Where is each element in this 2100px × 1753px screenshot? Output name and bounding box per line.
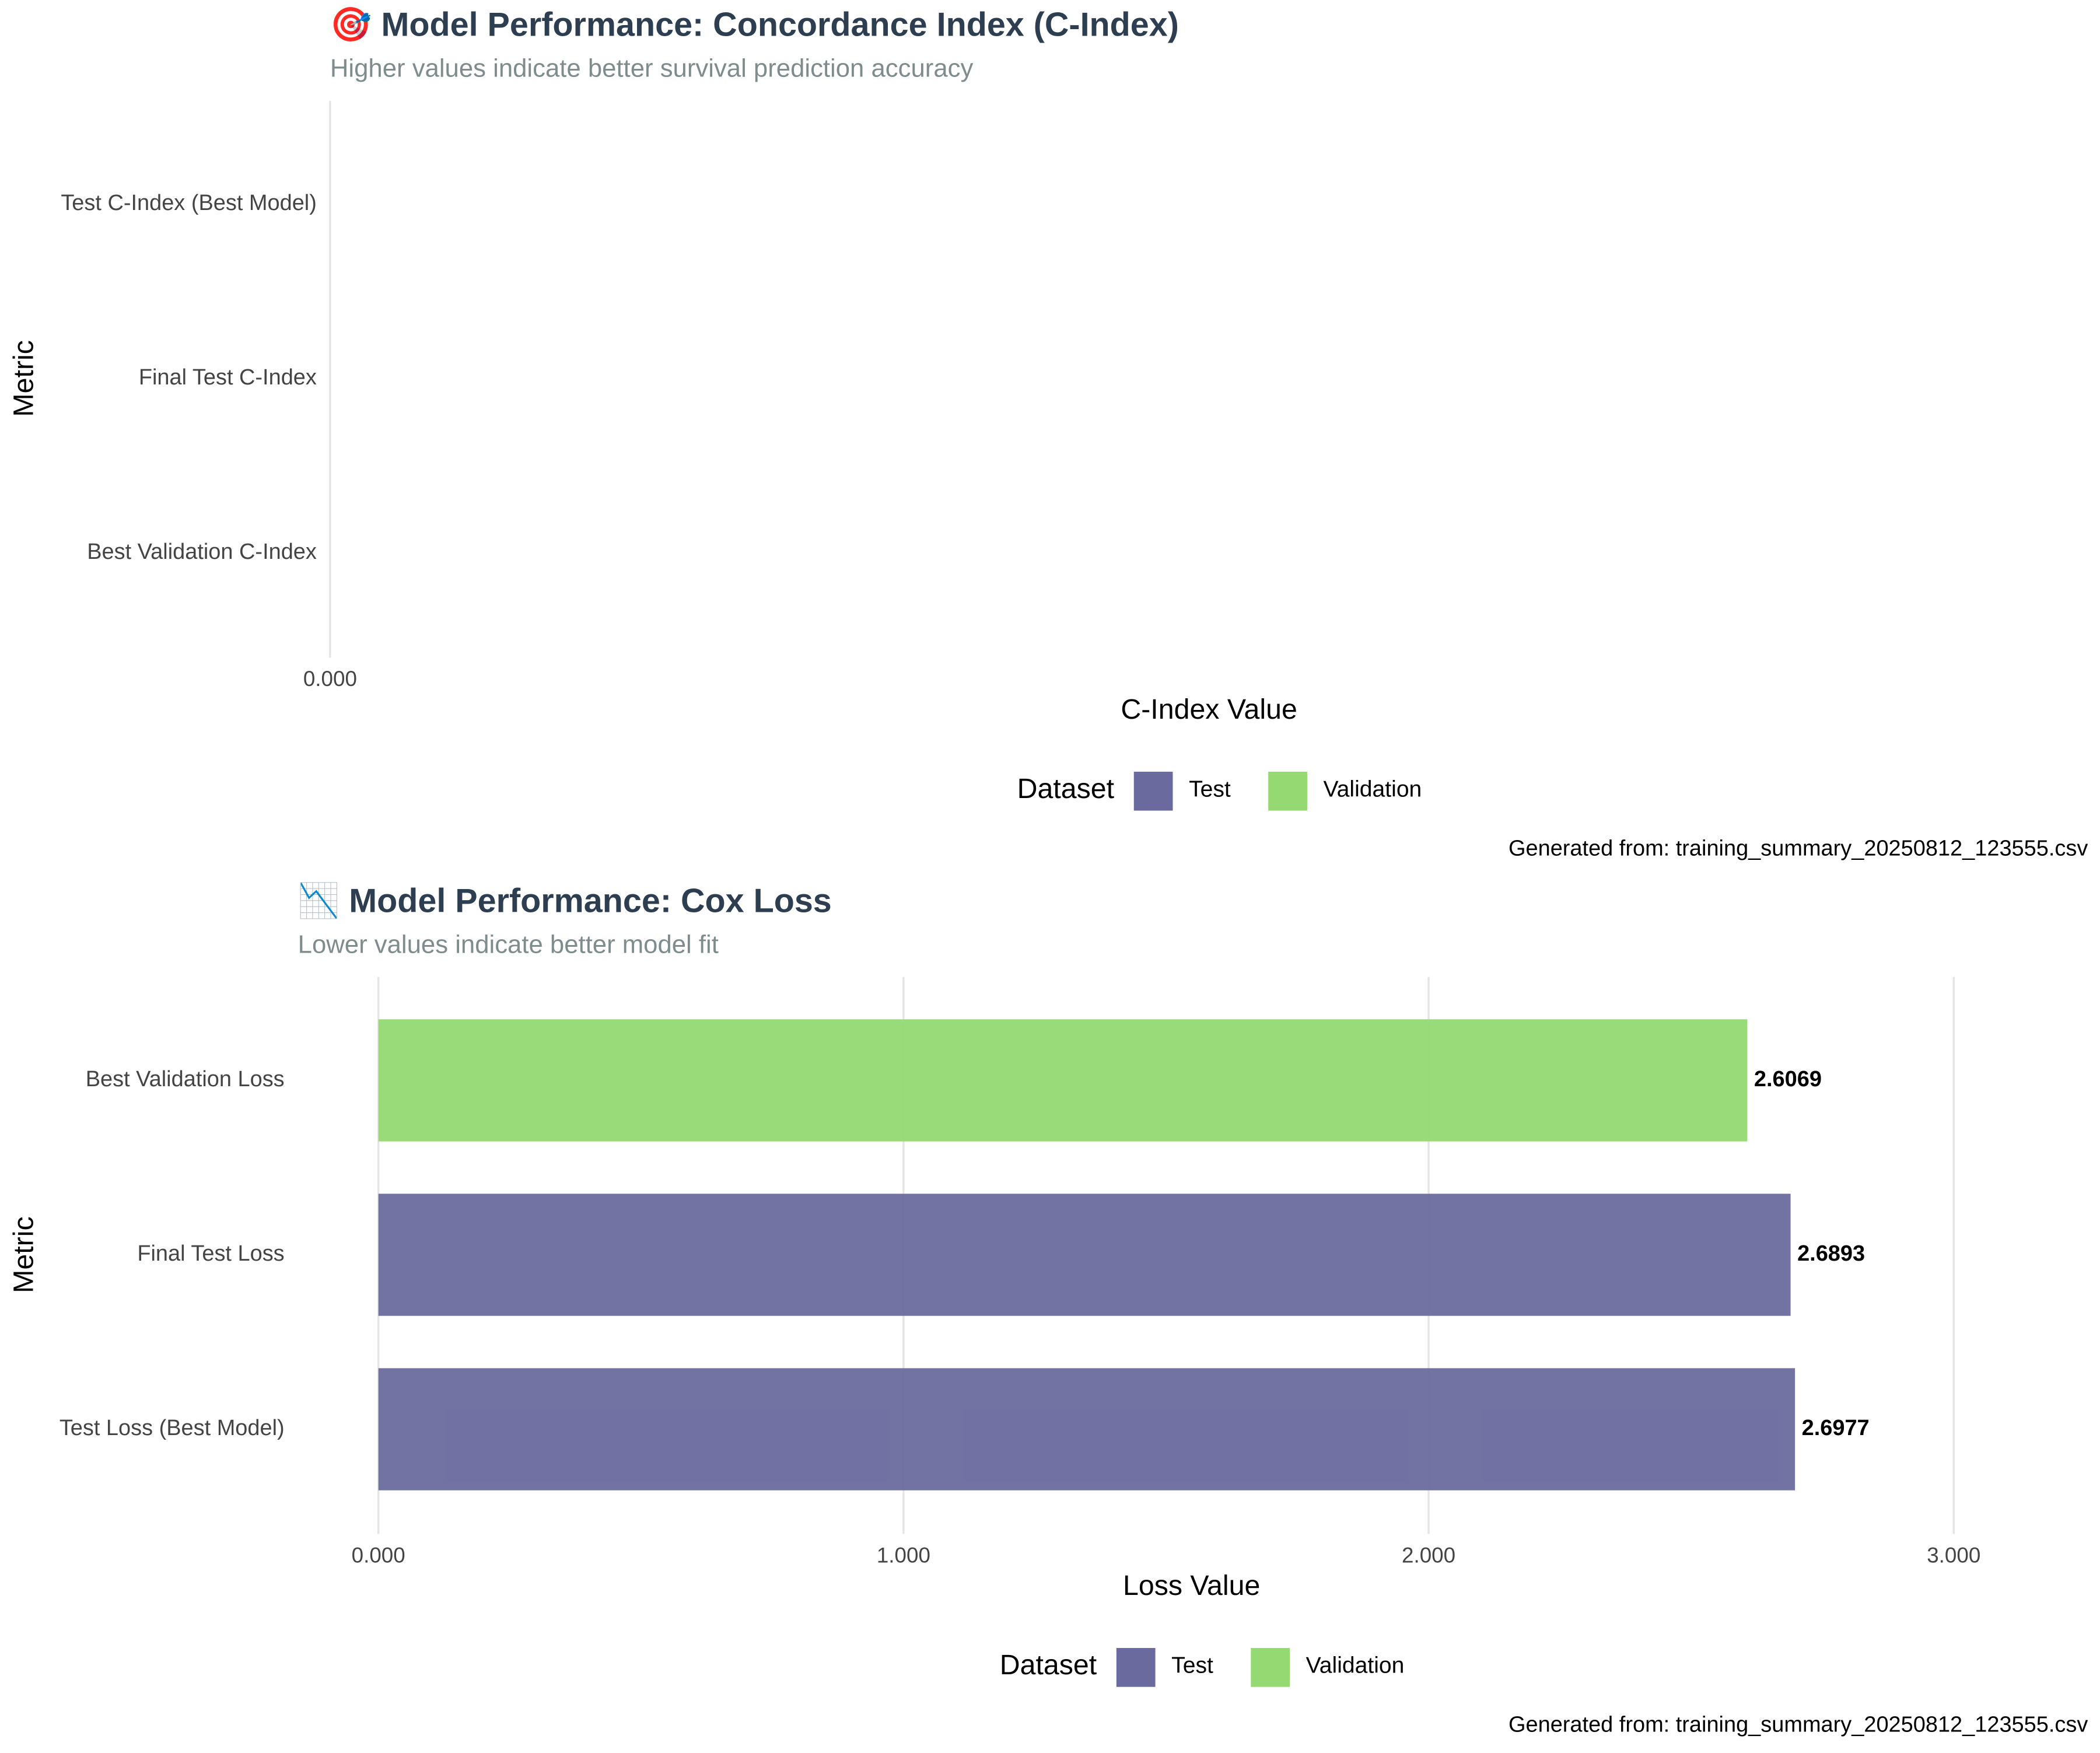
x-tick-label: 0.000 — [352, 1543, 405, 1567]
y-tick-label: Best Validation Loss — [86, 1067, 285, 1091]
caption: Generated from: training_summary_2025081… — [1508, 836, 2088, 860]
y-tick-label: Final Test Loss — [137, 1241, 284, 1266]
bar — [378, 1194, 1791, 1316]
legend-swatch — [1251, 1647, 1290, 1687]
caption: Generated from: training_summary_2025081… — [1508, 1712, 2088, 1737]
x-axis-label: Loss Value — [1123, 1570, 1260, 1601]
chart-subtitle: Higher values indicate better survival p… — [330, 54, 974, 82]
chart-subtitle: Lower values indicate better model fit — [298, 930, 719, 958]
bar — [378, 1019, 1748, 1142]
y-tick-label: Test C-Index (Best Model) — [61, 191, 317, 215]
x-tick-label: 2.000 — [1402, 1543, 1455, 1567]
legend-swatch — [1133, 771, 1173, 811]
chart-title: 🎯 Model Performance: Concordance Index (… — [330, 6, 1179, 43]
y-tick-label: Test Loss (Best Model) — [60, 1416, 285, 1440]
legend-label: Validation — [1324, 776, 1422, 802]
legend-title: Dataset — [1017, 773, 1115, 804]
legend-title: Dataset — [1000, 1649, 1097, 1681]
chart-title: 📉 Model Performance: Cox Loss — [298, 881, 832, 919]
data-label: 2.6893 — [1797, 1241, 1865, 1266]
y-tick-label: Best Validation C-Index — [87, 540, 317, 564]
legend-swatch — [1268, 771, 1307, 811]
data-label: 2.6069 — [1754, 1067, 1822, 1091]
x-tick-label: 1.000 — [877, 1543, 930, 1567]
y-axis-label: Metric — [8, 340, 39, 417]
legend-label: Test — [1171, 1653, 1213, 1678]
bar — [378, 1368, 1796, 1490]
x-tick-label: 0.000 — [303, 667, 357, 691]
legend-label: Validation — [1306, 1653, 1405, 1678]
y-axis-label: Metric — [8, 1216, 39, 1293]
x-axis-label: C-Index Value — [1121, 694, 1297, 725]
x-tick-label: 3.000 — [1927, 1543, 1980, 1567]
data-label: 2.6977 — [1802, 1416, 1870, 1440]
legend-swatch — [1116, 1647, 1156, 1687]
y-tick-label: Final Test C-Index — [139, 365, 317, 390]
legend-label: Test — [1189, 776, 1231, 802]
